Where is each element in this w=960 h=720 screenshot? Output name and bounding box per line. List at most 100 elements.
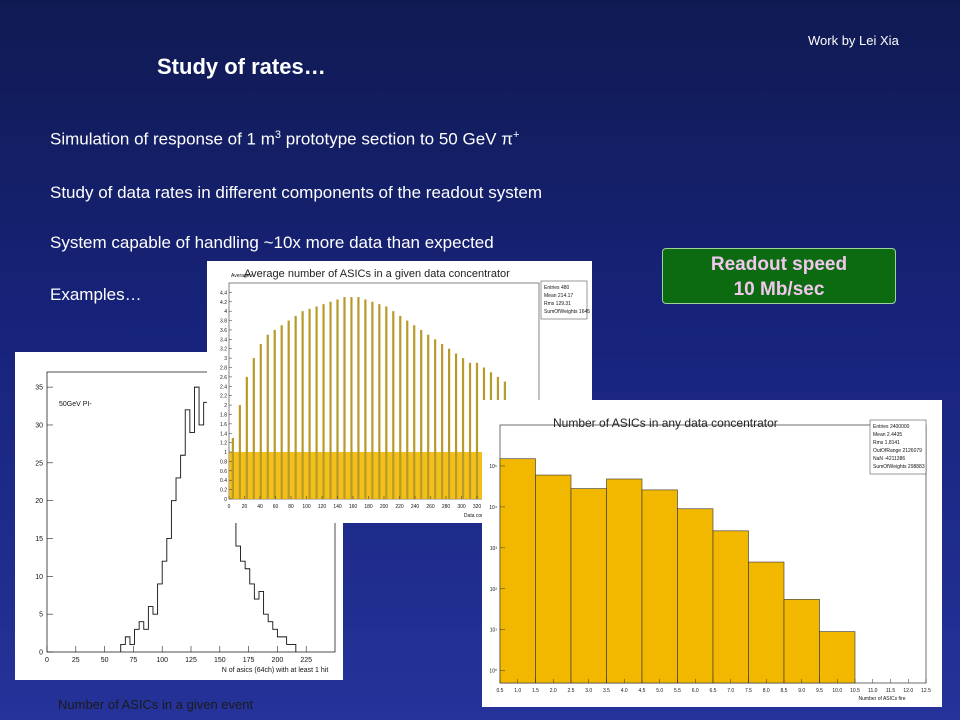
x-tick-label: 12.0 <box>903 688 913 694</box>
x-tick-label: 60 <box>273 504 279 510</box>
x-tick-label: 240 <box>411 504 420 510</box>
spike-bar <box>385 306 388 499</box>
x-tick-label: 50 <box>101 657 109 664</box>
y-tick-label: 0.8 <box>220 459 227 465</box>
bullet-1-text-end: prototype section to 50 GeV π <box>281 129 513 149</box>
x-tick-label: 8.0 <box>763 688 770 694</box>
y-tick-label: 2.4 <box>220 384 227 390</box>
y-tick-label: 3 <box>224 356 227 362</box>
y-tick-label: 10 <box>35 574 43 581</box>
y-tick-label: 10⁰ <box>489 669 497 675</box>
plot-legend: 50GeV PI- <box>59 401 92 408</box>
credit: Work by Lei Xia <box>808 33 899 48</box>
spike-bar <box>231 437 234 499</box>
bullet-3: System capable of handling ~10x more dat… <box>50 233 494 252</box>
y-tick-label: 2.8 <box>220 366 227 372</box>
spike-bar <box>399 315 402 499</box>
x-tick-label: 300 <box>457 504 466 510</box>
asics-any-concentrator-title: Number of ASICs in any data concentrator <box>553 416 778 430</box>
y-tick-label: 3.2 <box>220 347 227 353</box>
spike-bar <box>468 362 472 499</box>
spike-bar <box>259 344 262 499</box>
bullet-1-text: Simulation of response of 1 m <box>50 129 275 149</box>
x-tick-label: 9.5 <box>816 688 823 694</box>
x-tick-label: 11.5 <box>886 688 896 694</box>
spike-bar <box>266 334 269 499</box>
x-tick-label: 6.5 <box>710 688 717 694</box>
readout-speed-label: Readout speed <box>710 254 848 275</box>
spike-bar <box>413 325 416 499</box>
x-tick-label: 10.0 <box>832 688 842 694</box>
stats-entry: Rms 129.31 <box>544 301 571 307</box>
x-tick-label: 320 <box>473 504 482 510</box>
asics-any-concentrator-plot: 0.5 1.0 1.5 2.0 2.5 3.0 3.5 4.0 4.5 5.0 5.5 6.0 6.5 7… <box>489 419 931 702</box>
x-tick-label: 2.5 <box>568 688 575 694</box>
spike-bar <box>378 304 381 499</box>
spike-bar <box>322 304 325 499</box>
stats-entry: SumOfWeights 298883 <box>873 464 925 470</box>
spike-bar <box>364 299 367 499</box>
y-tick-label: 10² <box>490 587 498 593</box>
y-tick-label: 0.4 <box>220 478 227 484</box>
spike-bar <box>343 297 346 499</box>
y-tick-label: 35 <box>35 385 43 392</box>
x-tick-label: 160 <box>349 504 358 510</box>
stats-entry: SumOfWeights 1645 <box>544 309 590 315</box>
x-tick-label: 2.0 <box>550 688 557 694</box>
y-tick-label: 2 <box>224 403 227 409</box>
y-tick-label: 0.2 <box>220 488 227 494</box>
y-tick-label: 2.6 <box>220 375 227 381</box>
y-tick-label: 0.6 <box>220 469 227 475</box>
y-tick-label: 4.2 <box>220 300 227 306</box>
x-tick-label: 5.0 <box>656 688 663 694</box>
spike-bar <box>301 311 304 499</box>
y-tick-label: 1.2 <box>220 441 227 447</box>
spike-bar <box>238 405 241 499</box>
stats-entry: NaN -4211386 <box>873 456 905 462</box>
x-tick-label: 25 <box>72 657 80 664</box>
histogram-bar <box>783 599 820 684</box>
x-tick-label: 10.5 <box>850 688 860 694</box>
x-tick-label: 0.5 <box>497 688 504 694</box>
y-tick-label: 25 <box>35 460 43 467</box>
bullet-1-sup: 3 <box>274 129 282 141</box>
y-tick-label: 10¹ <box>490 628 498 634</box>
spike-bar <box>461 358 465 499</box>
x-tick-label: 3.0 <box>585 688 592 694</box>
x-tick-label: 4.0 <box>621 688 628 694</box>
y-tick-label: 0 <box>39 650 43 657</box>
spike-bar <box>294 315 297 499</box>
x-axis-label: N of asics (64ch) with at least 1 hit <box>222 667 329 674</box>
spike-bar <box>287 320 290 499</box>
spike-bar <box>308 308 311 499</box>
x-tick-label: 150 <box>214 657 226 664</box>
bullet-2: Study of data rates in different compone… <box>50 183 543 202</box>
x-tick-label: 1.5 <box>532 688 539 694</box>
x-tick-label: 7.5 <box>745 688 752 694</box>
asics-any-concentrator-histogram: Number of ASICs in any data concentrator… <box>482 400 942 707</box>
x-tick-label: 20 <box>242 504 248 510</box>
x-tick-label: 100 <box>302 504 311 510</box>
x-tick-label: 5.5 <box>674 688 681 694</box>
y-tick-label: 1.8 <box>220 412 227 418</box>
readout-speed-box: Readout speed 10 Mb/sec <box>662 248 896 304</box>
x-tick-label: 260 <box>426 504 435 510</box>
histogram-bar <box>606 478 643 684</box>
spike-bar <box>392 311 395 499</box>
x-tick-label: 0 <box>228 504 231 510</box>
histogram-bar <box>641 489 678 684</box>
stats-entry: Entries 2400000 <box>873 424 910 430</box>
spike-bar <box>350 297 353 499</box>
x-tick-label: 4.5 <box>639 688 646 694</box>
spike-bar <box>315 306 318 499</box>
x-tick-label: 140 <box>333 504 342 510</box>
y-tick-label: 4.4 <box>220 290 227 296</box>
spike-bar <box>434 339 437 499</box>
y-tick-label: 10⁴ <box>489 505 497 511</box>
x-tick-label: 200 <box>272 657 284 664</box>
spike-bar <box>427 334 430 499</box>
histogram-bar <box>819 631 856 684</box>
readout-speed-value: 10 Mb/sec <box>733 279 825 300</box>
x-tick-label: 9.0 <box>798 688 805 694</box>
bullet-1: Simulation of response of 1 m3 prototype… <box>50 129 519 150</box>
